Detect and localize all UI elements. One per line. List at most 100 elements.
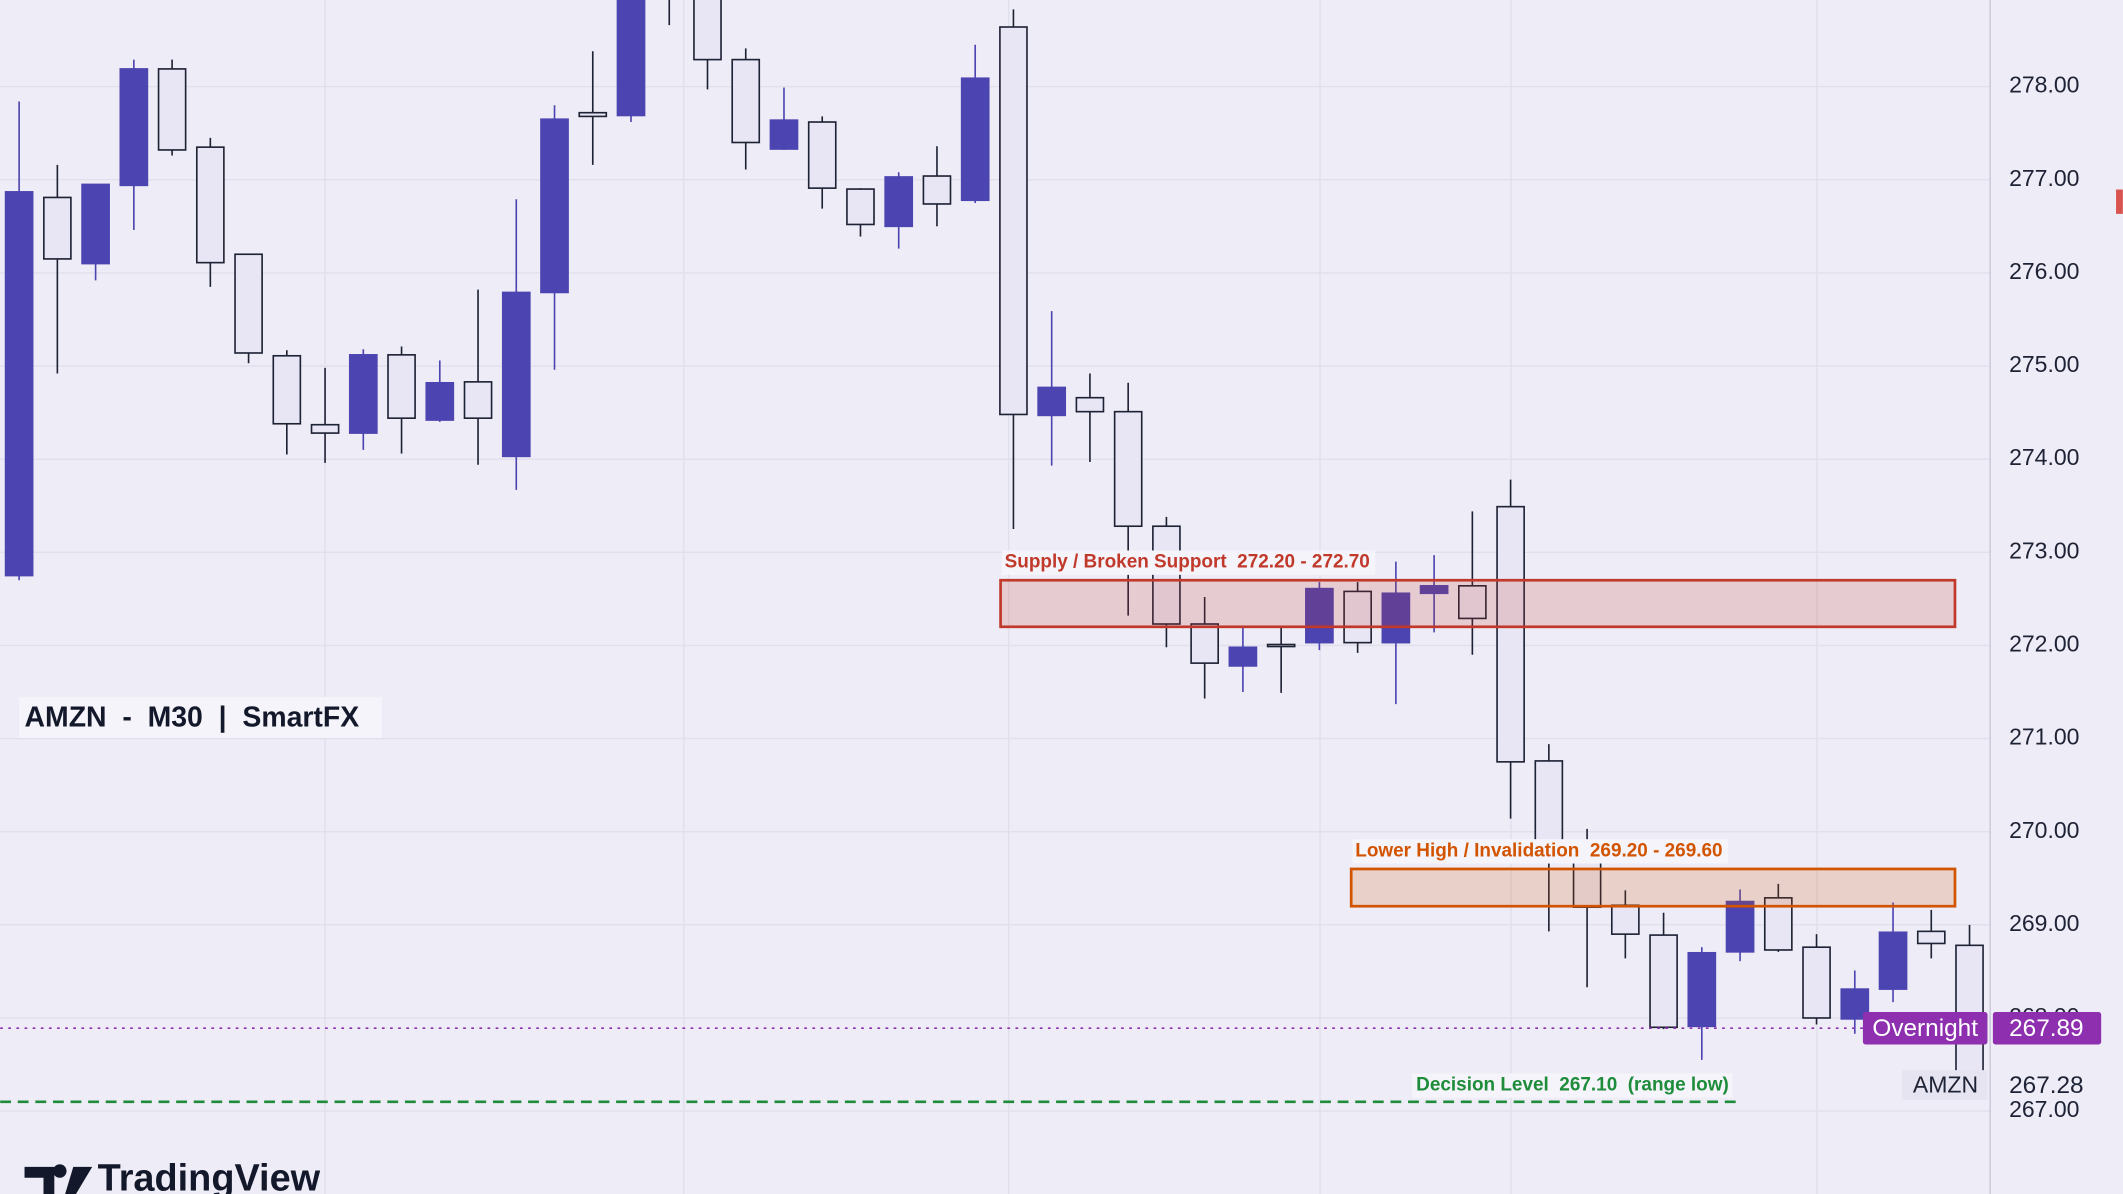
body — [1305, 587, 1334, 644]
tag-price: 267.89 — [2009, 1015, 2084, 1042]
body — [884, 176, 914, 228]
candle — [1113, 382, 1143, 616]
body — [999, 26, 1028, 416]
candle — [1955, 924, 1984, 1088]
candle — [578, 51, 608, 165]
candle — [501, 199, 531, 490]
body — [807, 121, 837, 189]
candle — [4, 101, 34, 581]
candle — [846, 188, 875, 237]
body — [731, 58, 761, 144]
body — [1152, 525, 1181, 625]
y-tick-label: 276.00 — [2009, 258, 2079, 284]
candle — [1343, 582, 1372, 653]
tag-price-bg — [1992, 1011, 2102, 1045]
edge-marker — [2116, 189, 2123, 214]
level-label-bg — [1412, 1073, 1733, 1098]
candle — [1725, 889, 1755, 962]
body — [1496, 505, 1525, 763]
body — [1419, 585, 1449, 595]
y-tick-label: 274.00 — [2009, 444, 2079, 470]
candle — [387, 346, 416, 454]
body — [960, 77, 990, 202]
body — [1725, 900, 1755, 953]
candle — [999, 9, 1028, 530]
body — [1343, 590, 1372, 644]
body — [1878, 931, 1908, 990]
candle — [463, 289, 493, 465]
body — [272, 354, 302, 425]
body — [846, 188, 875, 226]
candle — [1916, 909, 1946, 959]
title-bg — [19, 697, 382, 738]
y-tick-label: 277.00 — [2009, 165, 2079, 191]
candle — [1075, 373, 1105, 462]
y-tick-label: 279.00 — [2009, 0, 2079, 5]
body — [1687, 951, 1717, 1028]
candle — [960, 44, 990, 204]
candle — [1458, 511, 1487, 655]
candle — [731, 48, 761, 170]
body — [1802, 946, 1831, 1019]
candle — [1802, 934, 1831, 1025]
body — [769, 119, 799, 150]
candle — [310, 367, 340, 463]
y-tick-label: 271.00 — [2009, 724, 2079, 750]
candle — [1266, 626, 1296, 693]
tag-price-bg — [1992, 1070, 2115, 1100]
candle — [195, 137, 225, 287]
body — [4, 191, 34, 577]
candle — [81, 183, 110, 281]
candle — [1496, 479, 1525, 819]
tag-label-bg — [1862, 1011, 1988, 1045]
y-tick-label: 270.00 — [2009, 817, 2079, 843]
body — [1916, 930, 1946, 945]
body — [922, 175, 952, 205]
level-label: Decision Level 267.10 (range low) — [1416, 1075, 1729, 1096]
candle — [425, 360, 455, 422]
body — [578, 111, 608, 118]
candle — [922, 146, 952, 227]
candle — [807, 116, 837, 209]
tag-label: Overnight — [1872, 1015, 1978, 1042]
body — [348, 354, 378, 434]
candle — [540, 105, 569, 370]
candle — [1878, 902, 1908, 1003]
candle — [1228, 627, 1258, 692]
candle — [884, 172, 914, 249]
candle — [1610, 890, 1640, 959]
y-tick-label: 273.00 — [2009, 537, 2079, 563]
candle — [769, 87, 799, 150]
zone-label-bg — [1352, 839, 1728, 864]
body — [1037, 386, 1067, 417]
zone-label: Supply / Broken Support 272.20 - 272.70 — [1005, 552, 1370, 573]
body — [463, 381, 493, 419]
body — [1113, 410, 1143, 528]
zone — [999, 578, 1957, 629]
body — [1381, 592, 1411, 644]
y-tick-label: 272.00 — [2009, 631, 2079, 657]
grid — [0, 85, 1991, 1112]
body — [425, 381, 455, 421]
watermark: TradingView — [98, 1157, 321, 1194]
body — [1610, 904, 1640, 935]
chart-title: AMZN - M30 | SmartFX — [25, 701, 360, 733]
body — [387, 354, 416, 419]
candle — [1381, 561, 1411, 705]
body — [1228, 646, 1258, 667]
tag-label-bg — [1902, 1070, 1988, 1100]
candle — [1190, 597, 1220, 699]
zone-label: Lower High / Invalidation 269.20 - 269.6… — [1355, 840, 1722, 861]
tag-price: 267.28 — [2009, 1072, 2084, 1099]
y-tick-label: 275.00 — [2009, 351, 2079, 377]
candle — [1649, 912, 1678, 1030]
body — [310, 423, 340, 434]
zone — [1349, 867, 1957, 908]
y-tick-label: 269.00 — [2009, 910, 2079, 936]
candle — [1534, 744, 1564, 932]
body — [1649, 934, 1678, 1029]
body — [616, 0, 646, 117]
candle — [616, 0, 646, 123]
